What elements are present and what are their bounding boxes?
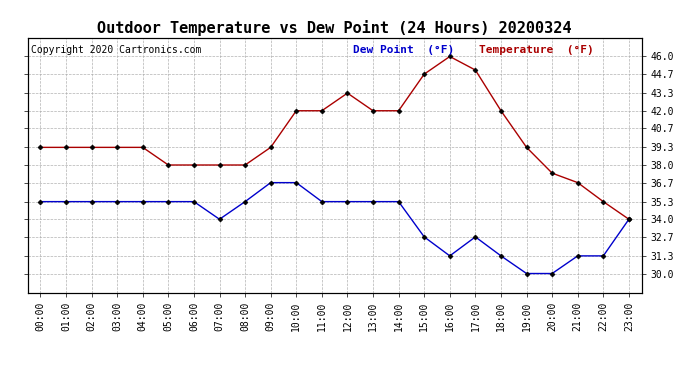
Text: Temperature  (°F): Temperature (°F) — [479, 45, 593, 55]
Text: Copyright 2020 Cartronics.com: Copyright 2020 Cartronics.com — [30, 45, 201, 55]
Title: Outdoor Temperature vs Dew Point (24 Hours) 20200324: Outdoor Temperature vs Dew Point (24 Hou… — [97, 20, 572, 36]
Text: Dew Point  (°F): Dew Point (°F) — [353, 45, 454, 55]
